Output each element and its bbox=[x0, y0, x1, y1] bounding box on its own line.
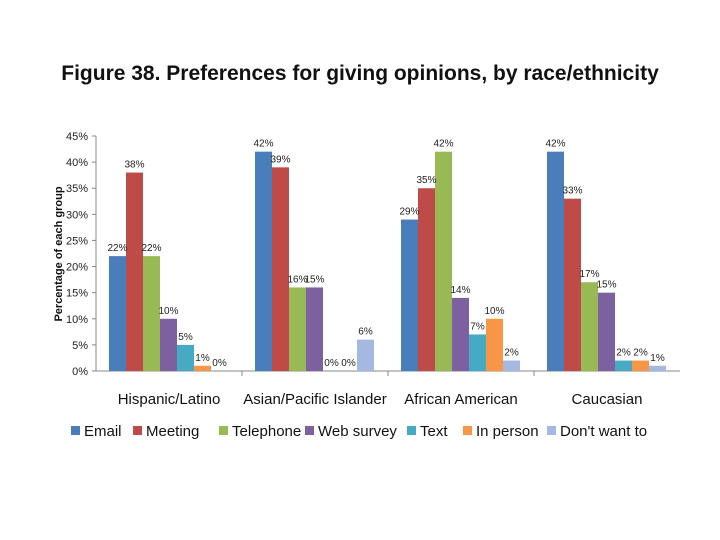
data-label: 14% bbox=[450, 285, 470, 296]
data-label: 5% bbox=[178, 332, 193, 343]
data-label: 7% bbox=[470, 321, 485, 332]
bar bbox=[503, 360, 520, 371]
legend-label: Email bbox=[84, 423, 122, 440]
legend-label: Meeting bbox=[146, 423, 199, 440]
bar bbox=[357, 339, 374, 371]
data-label: 10% bbox=[158, 306, 178, 317]
legend-label: In person bbox=[476, 423, 539, 440]
y-tick-label: 10% bbox=[66, 314, 88, 326]
data-label: 1% bbox=[650, 353, 665, 364]
bar bbox=[581, 282, 598, 371]
data-label: 22% bbox=[107, 243, 127, 254]
x-category-label: Caucasian bbox=[572, 391, 643, 408]
bar bbox=[547, 151, 564, 371]
bar bbox=[435, 151, 452, 371]
data-label: 6% bbox=[358, 327, 373, 338]
y-tick-label: 15% bbox=[66, 288, 88, 300]
data-label: 42% bbox=[545, 139, 565, 150]
bar bbox=[109, 256, 126, 371]
legend-label: Telephone bbox=[232, 423, 301, 440]
data-label: 2% bbox=[504, 348, 519, 359]
bar bbox=[632, 360, 649, 371]
legend-swatch bbox=[547, 426, 556, 435]
y-axis-label: Percentage of each group bbox=[53, 186, 65, 321]
data-label: 22% bbox=[141, 243, 161, 254]
data-label: 17% bbox=[579, 269, 599, 280]
data-label: 42% bbox=[433, 139, 453, 150]
bar bbox=[418, 188, 435, 371]
chart-legend: Email Meeting Telephone Web survey Text In pe… bbox=[71, 423, 647, 440]
chart-title: Figure 38. Preferences for giving opinio… bbox=[61, 62, 659, 85]
bar bbox=[649, 365, 666, 371]
chart-bars bbox=[109, 151, 666, 371]
y-tick-label: 25% bbox=[66, 235, 88, 247]
data-label: 15% bbox=[596, 280, 616, 291]
bar bbox=[615, 360, 632, 371]
y-tick-label: 35% bbox=[66, 183, 88, 195]
bar bbox=[194, 365, 211, 371]
chart-axes: 0% 5% 10% 15% 20% 25% 30% 35% 40% 45% bbox=[66, 131, 680, 378]
bar bbox=[486, 318, 503, 371]
bar bbox=[177, 344, 194, 371]
y-tick-label: 30% bbox=[66, 209, 88, 221]
data-label: 2% bbox=[633, 348, 648, 359]
data-label: 39% bbox=[270, 154, 290, 165]
legend-swatch bbox=[133, 426, 142, 435]
data-label: 33% bbox=[562, 186, 582, 197]
data-label: 0% bbox=[324, 358, 339, 369]
y-tick-label: 0% bbox=[72, 366, 88, 378]
bar bbox=[289, 287, 306, 371]
data-label: 16% bbox=[287, 274, 307, 285]
y-tick-label: 5% bbox=[72, 340, 88, 352]
bar bbox=[452, 297, 469, 371]
bar bbox=[306, 287, 323, 371]
legend-swatch bbox=[407, 426, 416, 435]
chart-data-labels: 22%38%22%10%5%1% 0%42%39%16%15%0% 0%6%29%3… bbox=[107, 139, 664, 369]
bar bbox=[564, 198, 581, 371]
data-label: 1% bbox=[195, 353, 210, 364]
bar bbox=[272, 167, 289, 371]
chart-category-labels: Hispanic/Latino Asian/Pacific Islander Afr… bbox=[118, 391, 643, 408]
data-label: 10% bbox=[484, 306, 504, 317]
x-category-label: African American bbox=[404, 391, 517, 408]
bar bbox=[401, 219, 418, 371]
legend-swatch bbox=[463, 426, 472, 435]
bar bbox=[598, 292, 615, 371]
x-category-label: Asian/Pacific Islander bbox=[243, 391, 386, 408]
y-tick-label: 20% bbox=[66, 262, 88, 274]
y-tick-label: 40% bbox=[66, 157, 88, 169]
data-label: 38% bbox=[124, 160, 144, 171]
legend-label: Text bbox=[420, 423, 448, 440]
data-label: 2% bbox=[616, 348, 631, 359]
legend-swatch bbox=[305, 426, 314, 435]
y-tick-label: 45% bbox=[66, 131, 88, 143]
data-label: 35% bbox=[416, 175, 436, 186]
legend-label: Don't want to bbox=[560, 423, 647, 440]
x-category-label: Hispanic/Latino bbox=[118, 391, 221, 408]
data-label: 42% bbox=[253, 139, 273, 150]
data-label: 15% bbox=[304, 274, 324, 285]
bar bbox=[469, 334, 486, 371]
legend-swatch bbox=[71, 426, 80, 435]
legend-swatch bbox=[219, 426, 228, 435]
data-label: 0% bbox=[341, 358, 356, 369]
legend-label: Web survey bbox=[318, 423, 397, 440]
data-label: 0% bbox=[212, 358, 227, 369]
bar bbox=[255, 151, 272, 371]
bar bbox=[126, 172, 143, 371]
bar bbox=[143, 256, 160, 371]
bar bbox=[160, 318, 177, 371]
data-label: 29% bbox=[399, 207, 419, 218]
